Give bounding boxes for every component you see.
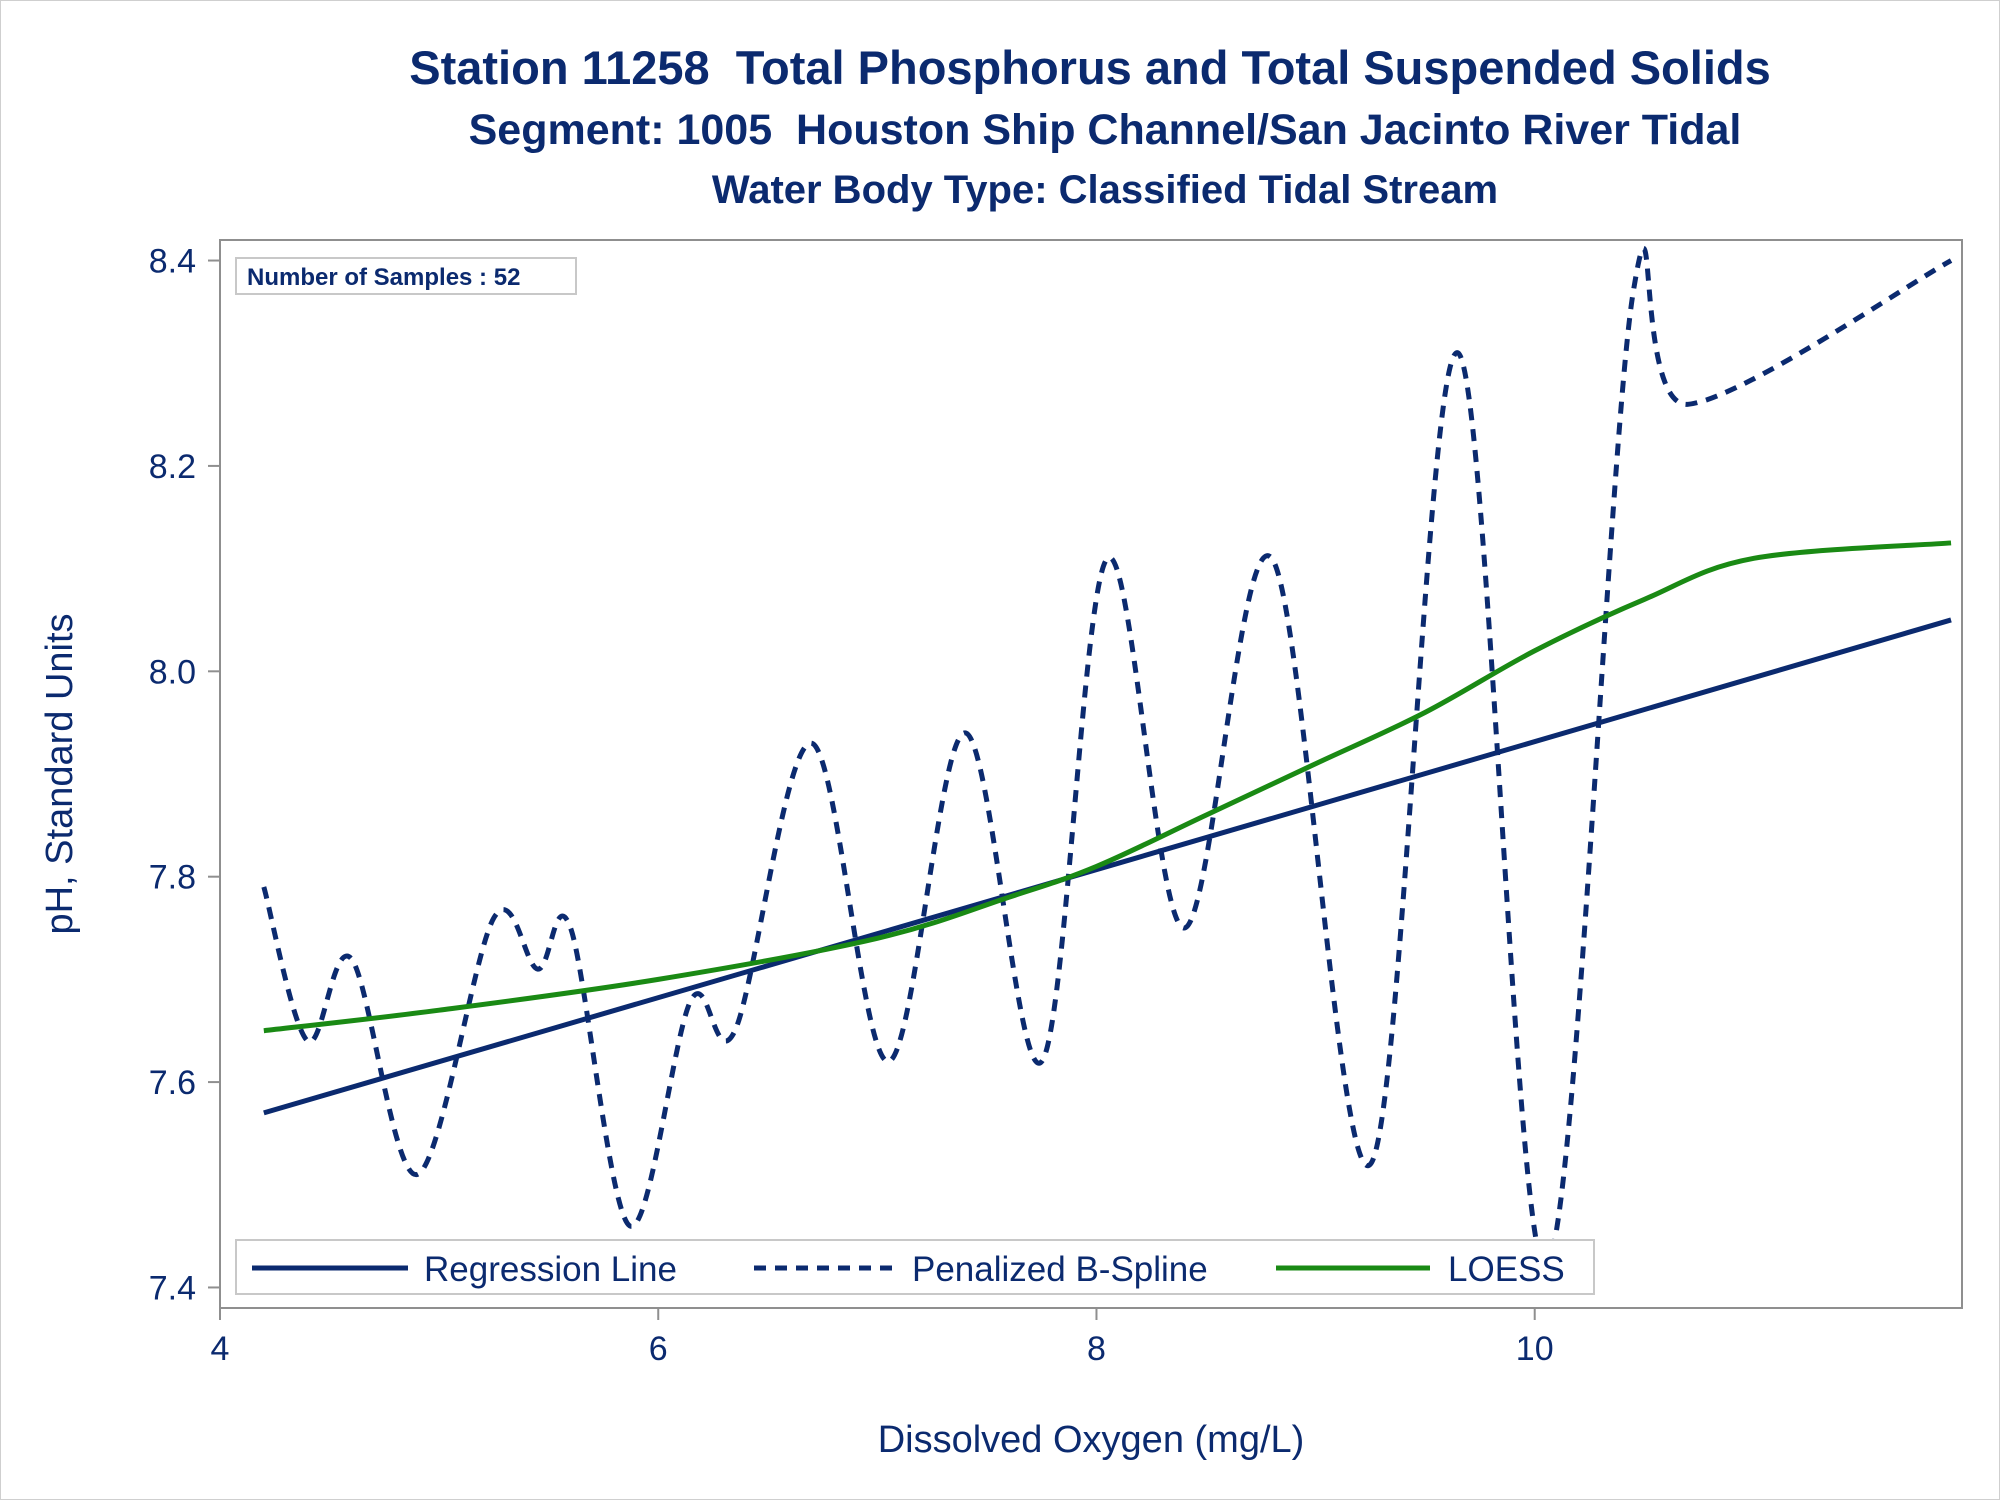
- legend-label-spline: Penalized B-Spline: [912, 1250, 1208, 1289]
- x-tick-label: 6: [649, 1330, 668, 1368]
- x-axis-label: Dissolved Oxygen (mg/L): [878, 1419, 1305, 1461]
- y-tick-label: 8.4: [149, 243, 196, 281]
- y-tick-label: 8.2: [149, 448, 196, 486]
- x-tick-label: 8: [1087, 1330, 1106, 1368]
- legend: Regression Line Penalized B-Spline LOESS: [235, 1239, 1595, 1295]
- sample-count-label: Number of Samples : 52: [247, 264, 520, 291]
- y-tick-label: 7.8: [149, 859, 196, 897]
- chart-title: Station 11258 Total Phosphorus and Total…: [409, 41, 1771, 94]
- legend-label-regression: Regression Line: [424, 1250, 677, 1289]
- chart-subtitle-segment: Segment: 1005 Houston Ship Channel/San J…: [468, 106, 1742, 154]
- plot-area: [219, 239, 1963, 1309]
- y-axis-label: pH, Standard Units: [39, 613, 81, 934]
- y-tick-label: 7.4: [149, 1269, 196, 1307]
- y-tick-label: 7.6: [149, 1064, 196, 1102]
- sample-count-box: [235, 257, 577, 295]
- x-tick-label: 4: [211, 1330, 230, 1368]
- x-tick-label: 10: [1516, 1330, 1554, 1368]
- y-tick-label: 8.0: [149, 653, 196, 691]
- legend-label-loess: LOESS: [1448, 1250, 1565, 1289]
- regression-line: [263, 617, 1952, 1116]
- loess-curve: [263, 540, 1952, 1034]
- chart-subtitle-waterbody: Water Body Type: Classified Tidal Stream: [711, 168, 1499, 212]
